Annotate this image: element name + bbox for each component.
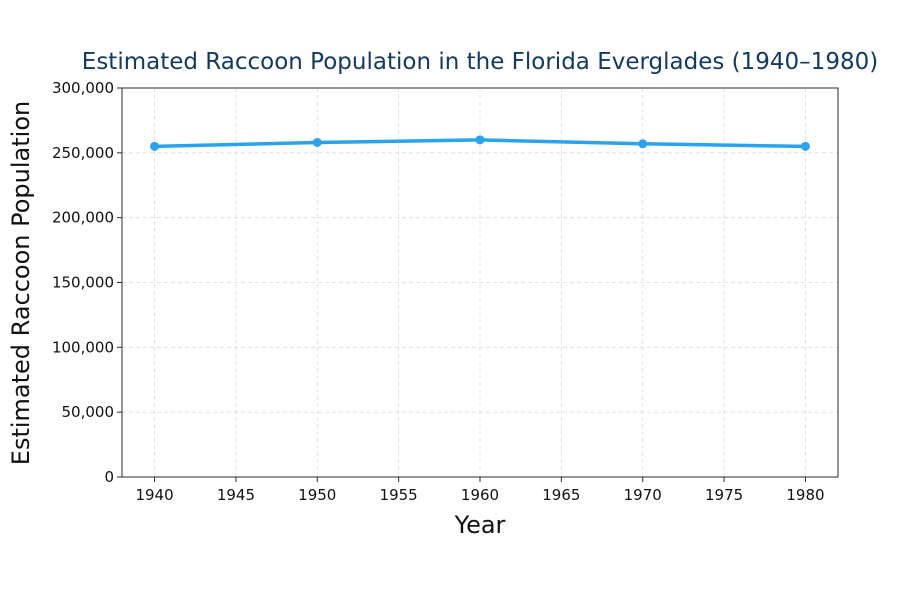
x-tick-label: 1940 <box>135 486 173 504</box>
x-tick-label: 1950 <box>298 486 336 504</box>
y-tick-label: 100,000 <box>52 338 114 356</box>
x-tick-label: 1970 <box>624 486 662 504</box>
x-tick-label: 1955 <box>380 486 418 504</box>
y-tick-label: 50,000 <box>62 403 115 421</box>
data-point <box>638 139 648 149</box>
y-tick-label: 0 <box>104 468 114 486</box>
plot-area-frame <box>121 87 839 478</box>
data-point <box>475 135 485 145</box>
data-point <box>150 141 160 151</box>
y-tick-label: 200,000 <box>52 209 114 227</box>
x-axis-ticks: 1940 1945 1950 1955 1960 1965 1970 1975 1980 <box>135 477 825 504</box>
y-tick-label: 300,000 <box>52 79 114 97</box>
data-point <box>312 137 322 147</box>
chart-title: Estimated Raccoon Population in the Flor… <box>82 49 878 75</box>
y-tick-label: 250,000 <box>52 144 114 162</box>
x-tick-label: 1945 <box>217 486 255 504</box>
x-axis-label: Year <box>454 511 506 539</box>
y-axis-label: Estimated Raccoon Population <box>7 101 35 465</box>
series <box>150 135 810 151</box>
x-tick-label: 1980 <box>786 486 824 504</box>
y-axis-ticks: 0 50,000 100,000 150,000 200,000 250,000 300,0… <box>52 79 122 486</box>
data-point <box>800 141 810 151</box>
y-tick-label: 150,000 <box>52 274 114 292</box>
x-tick-label: 1960 <box>461 486 499 504</box>
x-tick-label: 1965 <box>542 486 580 504</box>
x-tick-label: 1975 <box>705 486 743 504</box>
